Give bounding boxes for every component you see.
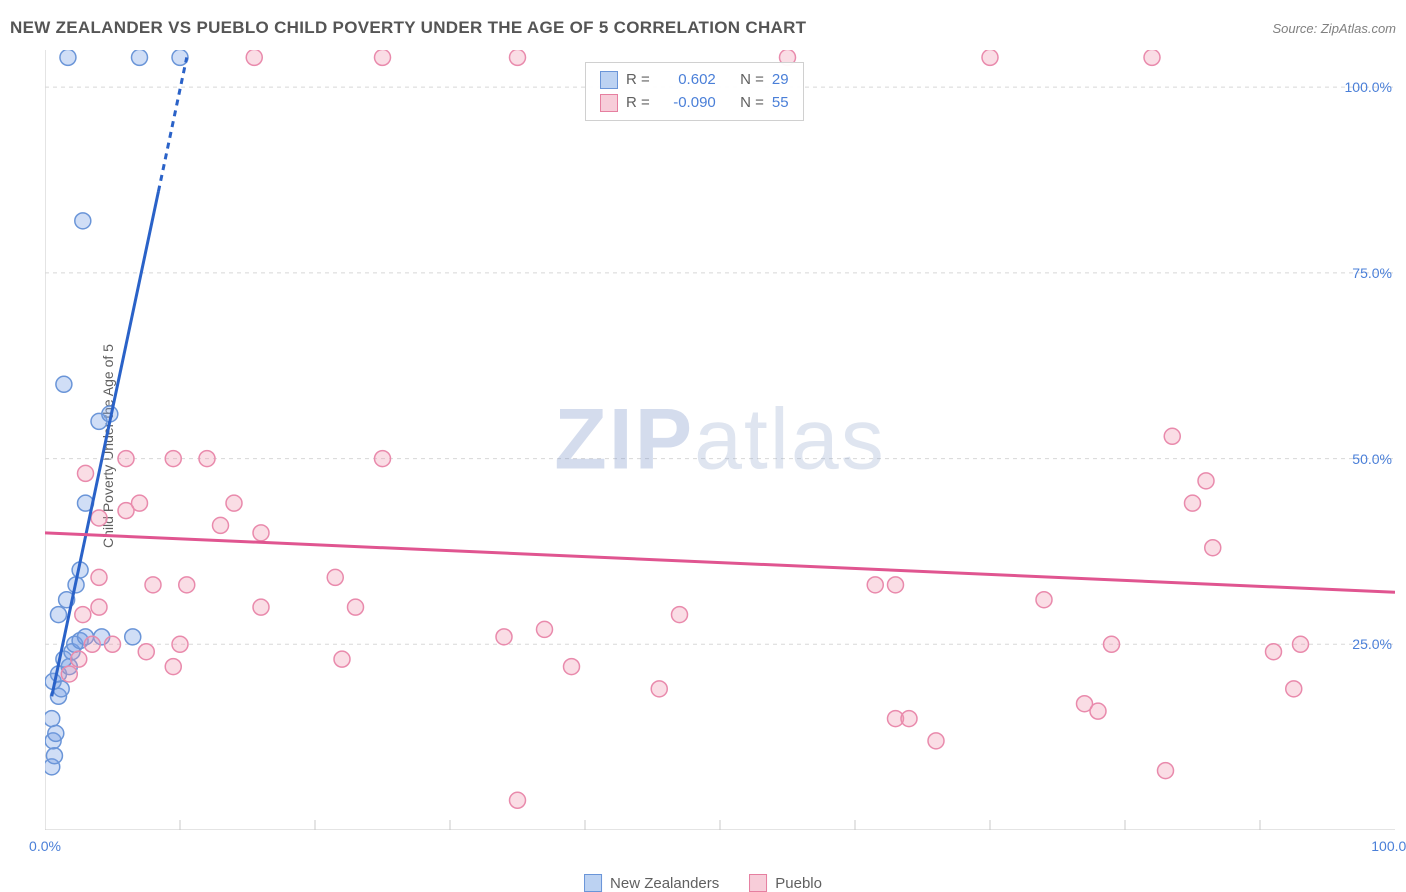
chart-area: ZIPatlas R = 0.602 N = 29R = -0.090 N = … [45, 50, 1395, 830]
y-tick-label: 25.0% [1352, 636, 1392, 652]
y-tick-label: 50.0% [1352, 451, 1392, 467]
series-swatch [749, 874, 767, 892]
series-swatch [584, 874, 602, 892]
y-tick-label: 100.0% [1345, 79, 1392, 95]
x-tick-label: 0.0% [29, 838, 61, 854]
y-tick-label: 75.0% [1352, 265, 1392, 281]
x-tick-label: 100.0% [1371, 838, 1406, 854]
chart-title: NEW ZEALANDER VS PUEBLO CHILD POVERTY UN… [10, 18, 806, 38]
series-swatch [600, 71, 618, 89]
series-swatch [600, 94, 618, 112]
source-label: Source: ZipAtlas.com [1272, 21, 1396, 36]
legend-item: New Zealanders [584, 874, 719, 892]
stats-row: R = -0.090 N = 55 [600, 92, 789, 115]
scatter-chart [45, 50, 1395, 830]
stats-row: R = 0.602 N = 29 [600, 69, 789, 92]
bottom-legend: New Zealanders Pueblo [584, 874, 822, 892]
legend-item: Pueblo [749, 874, 822, 892]
stats-legend-box: R = 0.602 N = 29R = -0.090 N = 55 [585, 62, 804, 121]
